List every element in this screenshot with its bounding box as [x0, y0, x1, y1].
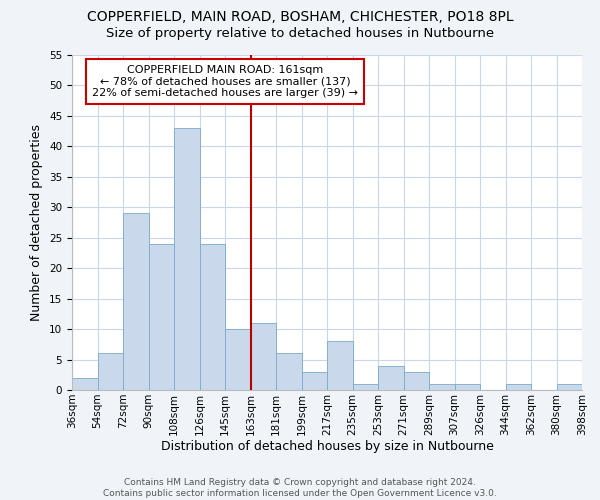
Bar [455, 384, 480, 390]
Bar [404, 372, 429, 390]
Text: Contains HM Land Registry data © Crown copyright and database right 2024.
Contai: Contains HM Land Registry data © Crown c… [103, 478, 497, 498]
Bar [429, 384, 455, 390]
Bar [378, 366, 404, 390]
Bar [327, 342, 353, 390]
Bar [97, 354, 123, 390]
Y-axis label: Number of detached properties: Number of detached properties [31, 124, 43, 321]
Text: COPPERFIELD MAIN ROAD: 161sqm
← 78% of detached houses are smaller (137)
22% of : COPPERFIELD MAIN ROAD: 161sqm ← 78% of d… [92, 65, 358, 98]
Bar [276, 354, 302, 390]
Bar [225, 329, 251, 390]
Bar [251, 323, 276, 390]
X-axis label: Distribution of detached houses by size in Nutbourne: Distribution of detached houses by size … [161, 440, 493, 454]
Bar [199, 244, 225, 390]
Bar [557, 384, 582, 390]
Bar [123, 214, 149, 390]
Bar [353, 384, 378, 390]
Bar [505, 384, 531, 390]
Bar [72, 378, 97, 390]
Bar [149, 244, 174, 390]
Bar [302, 372, 327, 390]
Text: COPPERFIELD, MAIN ROAD, BOSHAM, CHICHESTER, PO18 8PL: COPPERFIELD, MAIN ROAD, BOSHAM, CHICHEST… [86, 10, 514, 24]
Text: Size of property relative to detached houses in Nutbourne: Size of property relative to detached ho… [106, 28, 494, 40]
Bar [174, 128, 199, 390]
